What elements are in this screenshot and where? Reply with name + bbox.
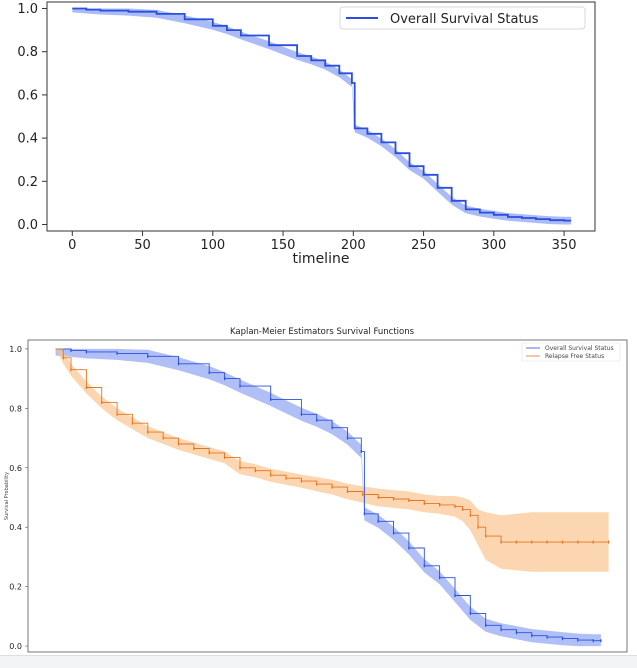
chart-1-y-tick-label: 0.4 bbox=[17, 132, 38, 147]
chart-1-frame bbox=[46, 1, 596, 232]
chart-1-x-tick-label: 150 bbox=[271, 238, 296, 253]
chart-1-lines bbox=[72, 7, 572, 222]
chart-2-title: Kaplan-Meier Estimators Survival Functio… bbox=[230, 327, 415, 337]
chart-1-y-tick-label: 0.8 bbox=[17, 45, 38, 60]
chart-1-legend-box bbox=[339, 6, 586, 30]
chart-1-x-ticks: 0 50 100 150 200 250 300 350 bbox=[68, 231, 577, 253]
chart-1-y-tick-label: 0.0 bbox=[17, 218, 38, 233]
chart-2: Kaplan-Meier Estimators Survival Functio… bbox=[4, 327, 628, 653]
chart-2-legend-label-1: Overall Survival Status bbox=[545, 345, 614, 352]
chart-2-legend-label-2: Relapse Free Status bbox=[545, 353, 604, 360]
chart-2-y-tick-label: 0.2 bbox=[9, 583, 22, 592]
chart-1-x-tick-label: 100 bbox=[200, 238, 225, 253]
chart-2-legend: Overall Survival Status Relapse Free Sta… bbox=[521, 342, 621, 362]
chart-2-y-label: Survival Probability bbox=[4, 472, 10, 520]
chart-2-y-tick-label: 0.4 bbox=[9, 523, 22, 532]
chart-1-x-tick-label: 300 bbox=[481, 238, 506, 253]
chart-2-y-ticks: 0.0 0.2 0.4 0.6 0.8 1.0 bbox=[9, 345, 28, 651]
window-bottom-strip bbox=[0, 655, 637, 668]
chart-2-series-line-0 bbox=[55, 348, 601, 642]
chart-2-frame bbox=[27, 339, 628, 653]
chart-1-x-label: timeline bbox=[293, 251, 350, 267]
chart-2-y-tick-label: 0.0 bbox=[9, 642, 22, 651]
chart-1-y-ticks: 0.0 0.2 0.4 0.6 0.8 1.0 bbox=[17, 2, 47, 233]
chart-1-x-tick-label: 350 bbox=[552, 238, 577, 253]
chart-2-y-tick-label: 1.0 bbox=[9, 345, 22, 354]
chart-1-x-tick-label: 250 bbox=[411, 238, 436, 253]
chart-1-legend-label: Overall Survival Status bbox=[390, 12, 539, 27]
chart-1: 0 50 100 150 200 250 300 350 0.0 0.2 0.4 0.6 0.8 1.0… bbox=[17, 1, 596, 267]
chart-2-legend-box bbox=[521, 342, 621, 362]
chart-1-x-tick-label: 50 bbox=[134, 238, 151, 253]
chart-2-markers bbox=[62, 348, 610, 643]
chart-1-series-line-0 bbox=[72, 7, 572, 222]
chart-1-y-tick-label: 0.2 bbox=[17, 175, 38, 190]
chart-2-y-tick-label: 0.8 bbox=[9, 404, 22, 413]
chart-2-y-tick-label: 0.6 bbox=[9, 464, 22, 473]
chart-1-y-tick-label: 1.0 bbox=[17, 2, 38, 17]
chart-1-legend: Overall Survival Status bbox=[339, 6, 586, 30]
chart-1-y-tick-label: 0.6 bbox=[17, 88, 38, 103]
chart-1-x-tick-label: 0 bbox=[68, 238, 76, 253]
chart-1-x-tick-label: 200 bbox=[341, 238, 366, 253]
